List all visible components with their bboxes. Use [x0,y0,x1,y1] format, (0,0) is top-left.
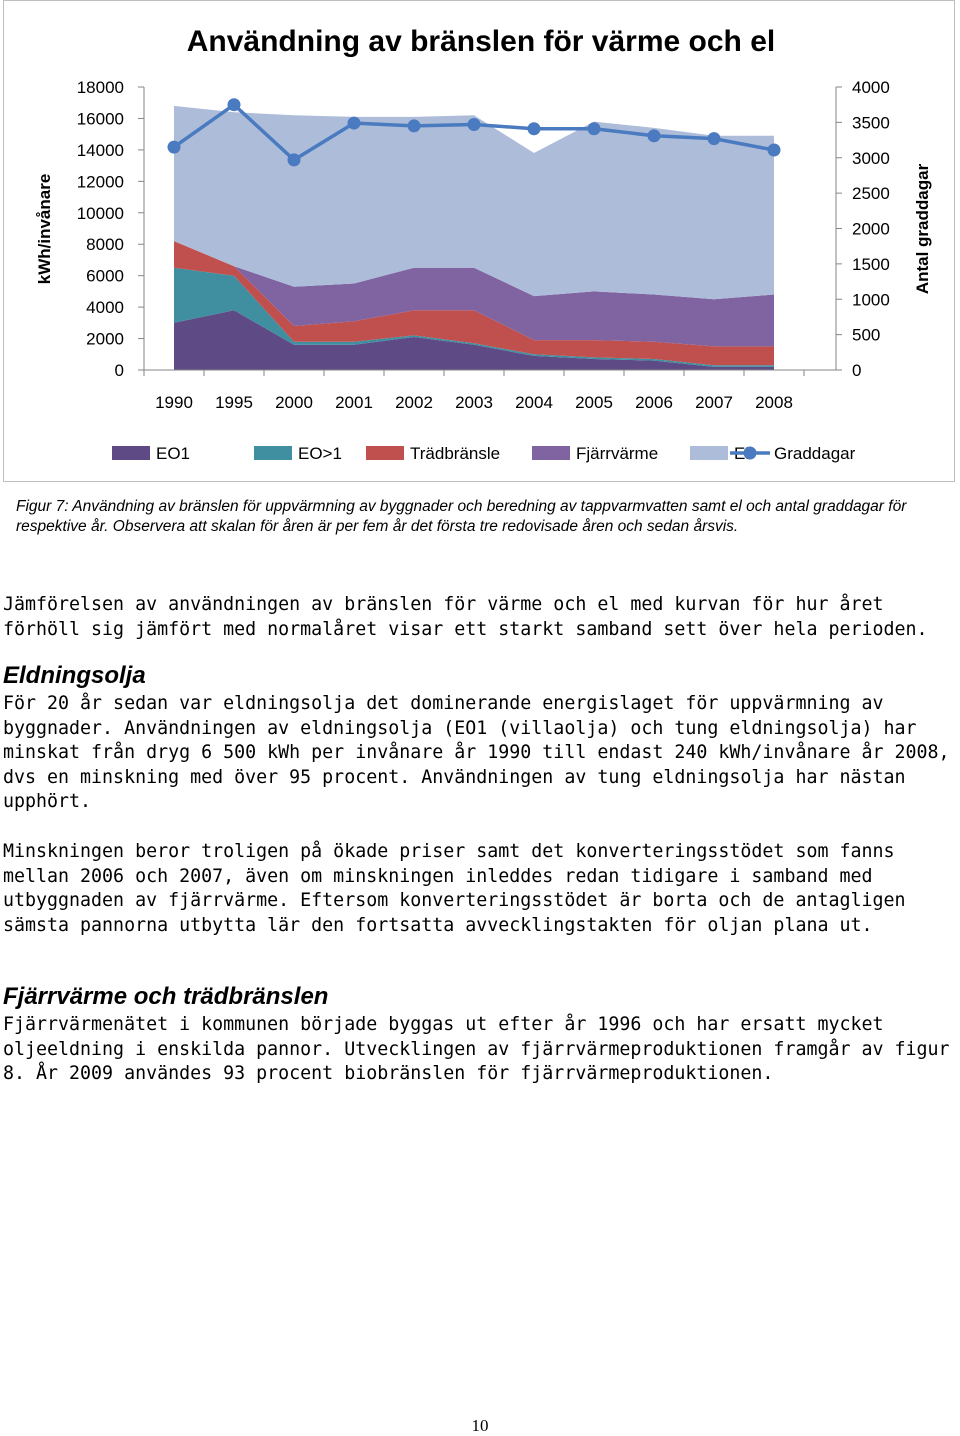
figure-caption: Figur 7: Användning av bränslen för uppv… [16,498,907,535]
heading-eldningsolja: Eldningsolja [3,662,146,689]
y2-tick-label: 3500 [852,113,890,132]
area-trädbränsle [174,241,774,366]
graddagar-point [647,129,661,143]
y2-tick-label: 2000 [852,220,890,239]
y-tick-label: 6000 [86,267,124,286]
legend-swatch [254,446,292,460]
page-number: 10 [471,1416,489,1435]
x-tick-label: 1990 [155,393,193,412]
y-tick-label: 12000 [77,172,124,191]
eldningsolja-paragraph-2: Minskningen beror troligen på ökade pris… [3,841,906,936]
x-tick-label: 2007 [695,393,733,412]
graddagar-point [227,98,241,112]
y-tick-label: 8000 [86,235,124,254]
graddagar-point [407,119,421,133]
x-tick-label: 2008 [755,393,793,412]
x-tick-label: 2000 [275,393,313,412]
fjarrvarme-paragraph: Fjärrvärmenätet i kommunen började bygga… [3,1014,950,1084]
legend-label: Graddagar [774,444,856,463]
graddagar-point [707,132,721,146]
x-tick-label: 2003 [455,393,493,412]
x-tick-label: 2004 [515,393,553,412]
legend-label: EO>1 [298,444,342,463]
graddagar-point [467,117,481,131]
graddagar-point [167,140,181,154]
y-tick-label: 14000 [77,141,124,160]
y2-tick-label: 1500 [852,255,890,274]
y-tick-label: 18000 [77,78,124,97]
legend-label: Trädbränsle [410,444,500,463]
area-el [174,105,774,300]
graddagar-point [527,122,541,136]
legend-label: EO1 [156,444,190,463]
graddagar-point [347,116,361,130]
legend-swatch [690,446,728,460]
legend-label: Fjärrvärme [576,444,658,463]
y-axis-label: kWh/invånare [35,174,54,285]
x-tick-label: 1995 [215,393,253,412]
chart: Användning av bränslen för värme och el … [35,25,932,463]
y2-tick-label: 1000 [852,290,890,309]
y2-tick-label: 500 [852,326,880,345]
y-tick-label: 10000 [77,204,124,223]
plot-areas [174,105,774,370]
x-tick-label: 2001 [335,393,373,412]
y-tick-label: 0 [115,361,124,380]
x-tick-label: 2006 [635,393,673,412]
x-tick-label: 2005 [575,393,613,412]
y-tick-label: 4000 [86,298,124,317]
intro-paragraph: Jämförelsen av användningen av bränslen … [3,594,928,640]
graddagar-point [587,122,601,136]
legend-swatch [366,446,404,460]
plot-axes: 0200040006000800010000120001400016000180… [77,78,890,412]
y2-tick-label: 4000 [852,78,890,97]
legend-line-marker [743,446,757,460]
legend-swatch [532,446,570,460]
chart-container: Användning av bränslen för värme och el … [3,0,955,482]
graddagar-point [767,143,781,157]
area-fjärrvärme [174,241,774,347]
legend-swatch [112,446,150,460]
heading-fjarrvarme: Fjärrvärme och trädbränslen [3,983,329,1010]
area-eo-1 [174,267,774,367]
y-tick-label: 2000 [86,330,124,349]
y2-axis-label: Antal graddagar [913,163,932,294]
area-eo1 [174,310,774,370]
graddagar-line-group [167,98,781,167]
y2-tick-label: 2500 [852,184,890,203]
y-tick-label: 16000 [77,109,124,128]
eldningsolja-paragraph-1: För 20 år sedan var eldningsolja det dom… [3,693,950,812]
x-tick-label: 2002 [395,393,433,412]
graddagar-point [287,153,301,167]
y2-tick-label: 3000 [852,149,890,168]
y2-tick-label: 0 [852,361,861,380]
chart-title: Användning av bränslen för värme och el [187,25,776,58]
